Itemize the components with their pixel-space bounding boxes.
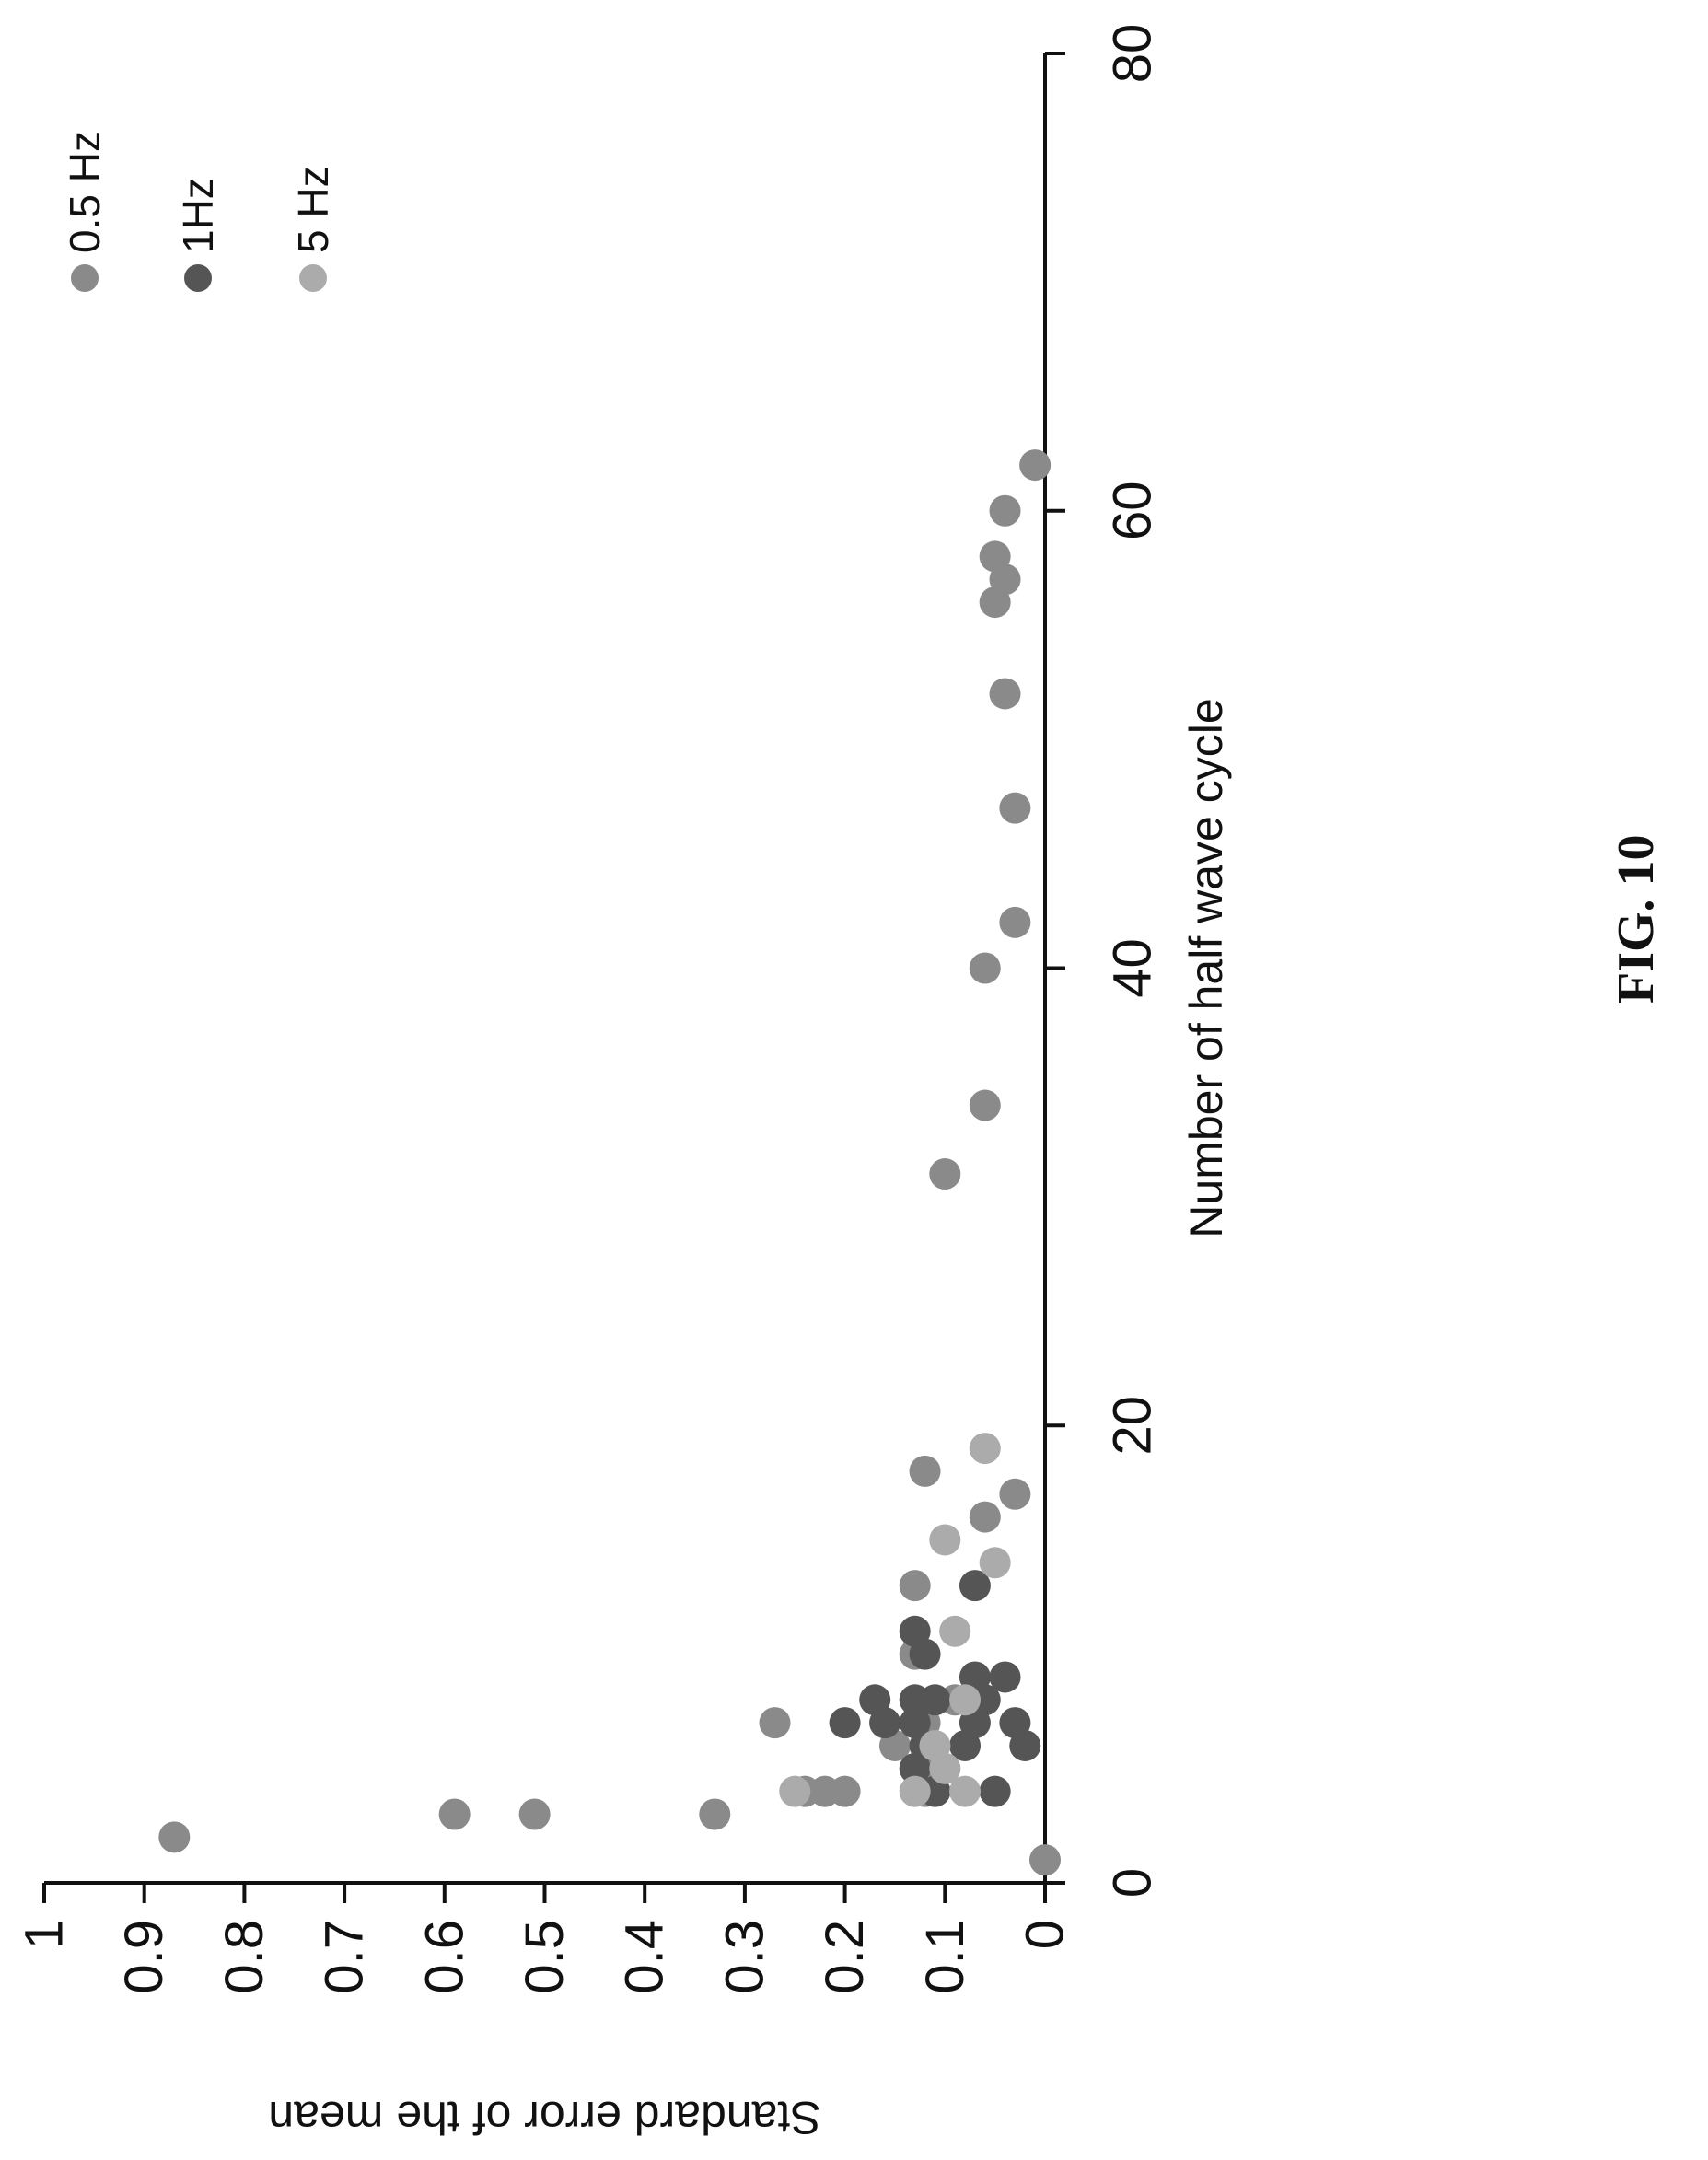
data-point-3: [779, 1775, 811, 1807]
data-point-1: [989, 678, 1021, 710]
data-point-1: [699, 1798, 731, 1830]
data-point-1: [909, 1455, 941, 1487]
data-point-1: [829, 1775, 861, 1807]
data-point-3: [919, 1729, 951, 1761]
y-tick-label: 0: [1016, 1920, 1075, 1949]
data-point-3: [949, 1684, 982, 1716]
y-tick-label: 0.5: [515, 1920, 575, 1994]
data-point-1: [899, 1570, 931, 1602]
data-point-1: [969, 952, 1001, 984]
data-point-1: [759, 1707, 791, 1739]
legend-label: 0.5 Hz: [61, 131, 109, 253]
data-point-2: [989, 1661, 1021, 1693]
figure-label: FIG. 10: [1608, 834, 1665, 1004]
data-point-2: [999, 1707, 1031, 1739]
data-point-1: [438, 1798, 471, 1830]
x-tick-label: 60: [1103, 481, 1163, 540]
legend-label: 1Hz: [174, 178, 222, 253]
y-tick-label: 0.8: [215, 1920, 274, 1994]
data-point-1: [518, 1798, 551, 1830]
data-point-3: [939, 1615, 971, 1647]
data-point-1: [979, 540, 1011, 573]
x-tick-label: 20: [1103, 1396, 1163, 1456]
data-point-3: [969, 1433, 1001, 1465]
y-axis-title: Standard error of the mean: [268, 2092, 820, 2143]
data-point-1: [929, 1158, 961, 1190]
data-point-1: [969, 1089, 1001, 1121]
x-tick-label: 80: [1103, 24, 1163, 84]
data-point-2: [899, 1707, 931, 1739]
legend-marker: [299, 264, 327, 292]
y-tick-label: 0.7: [315, 1920, 375, 1994]
data-point-3: [929, 1524, 961, 1556]
data-point-3: [979, 1547, 1011, 1579]
data-point-2: [959, 1570, 991, 1602]
y-tick-label: 1: [15, 1920, 75, 1949]
data-point-1: [999, 792, 1031, 824]
data-point-2: [919, 1684, 951, 1716]
y-tick-label: 0.1: [915, 1920, 975, 1994]
data-point-1: [969, 1501, 1001, 1533]
data-point-1: [999, 1478, 1031, 1510]
y-tick-label: 0.2: [815, 1920, 875, 1994]
data-point-1: [999, 906, 1031, 938]
data-point-2: [829, 1707, 861, 1739]
y-tick-label: 0.9: [114, 1920, 174, 1994]
x-tick-label: 40: [1103, 938, 1163, 998]
data-point-2: [899, 1615, 931, 1647]
legend-marker: [71, 264, 99, 292]
data-point-1: [158, 1821, 191, 1853]
legend-marker: [184, 264, 212, 292]
legend-label: 5 Hz: [289, 166, 337, 253]
data-point-3: [949, 1775, 982, 1807]
x-tick-label: 0: [1103, 1868, 1163, 1898]
data-point-1: [1019, 449, 1052, 482]
y-tick-label: 0.6: [414, 1920, 474, 1994]
y-tick-label: 0.4: [615, 1920, 675, 1994]
data-point-2: [859, 1684, 891, 1716]
data-point-2: [979, 1775, 1011, 1807]
data-point-3: [899, 1775, 931, 1807]
data-point-1: [989, 494, 1021, 527]
data-point-1: [1029, 1844, 1061, 1876]
y-tick-label: 0.3: [715, 1920, 774, 1994]
x-axis-title: Number of half wave cycle: [1180, 698, 1232, 1237]
